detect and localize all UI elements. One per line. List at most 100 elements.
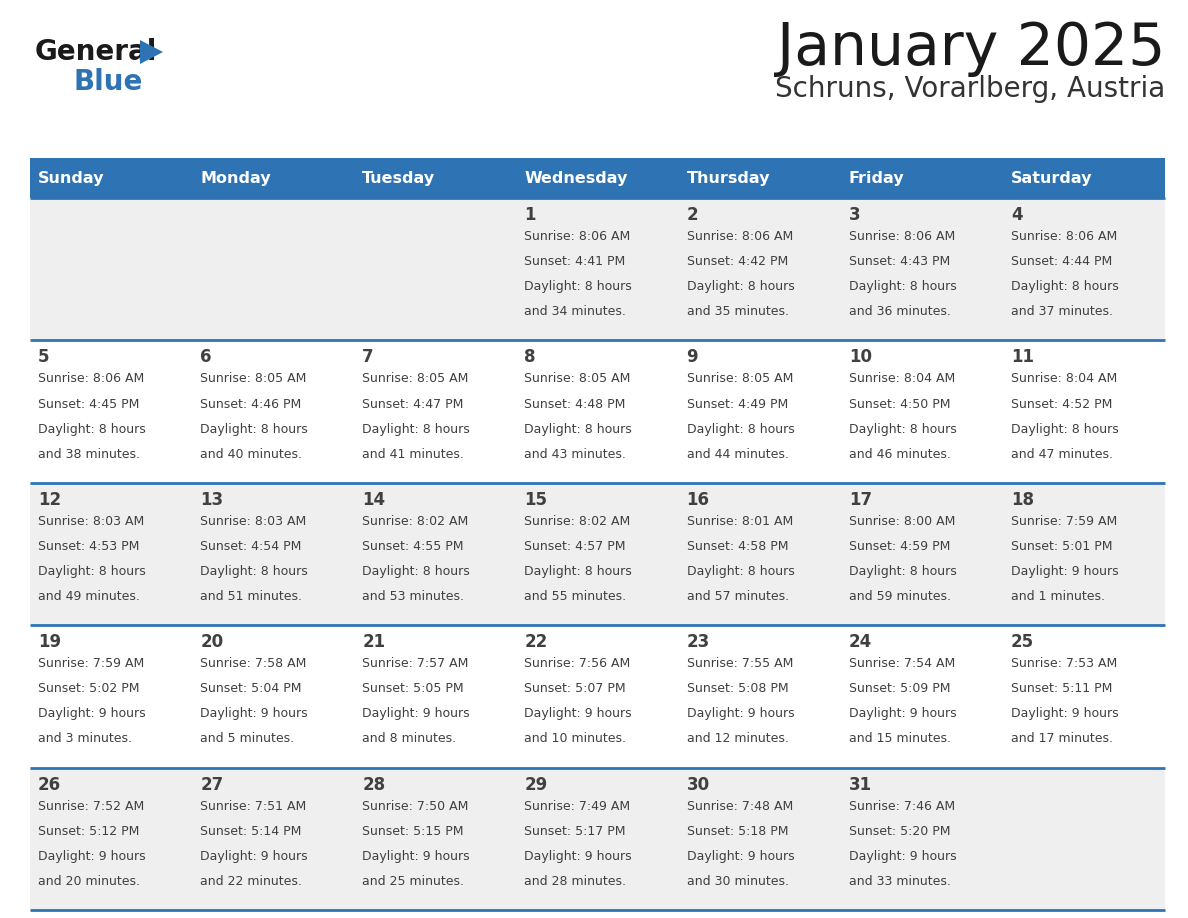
Text: and 46 minutes.: and 46 minutes. [848,448,950,461]
Text: Sunrise: 8:06 AM: Sunrise: 8:06 AM [687,230,792,243]
Text: and 35 minutes.: and 35 minutes. [687,306,789,319]
Text: and 30 minutes.: and 30 minutes. [687,875,789,888]
Text: Monday: Monday [200,171,271,185]
Text: 5: 5 [38,349,50,366]
Text: Daylight: 8 hours: Daylight: 8 hours [1011,422,1119,436]
Text: 10: 10 [848,349,872,366]
Text: Sunrise: 7:50 AM: Sunrise: 7:50 AM [362,800,468,812]
Bar [30,483,192,625]
Bar [517,767,678,910]
Text: 21: 21 [362,633,385,651]
Text: Sunrise: 7:58 AM: Sunrise: 7:58 AM [200,657,307,670]
Bar [354,625,517,767]
Text: Daylight: 8 hours: Daylight: 8 hours [362,565,470,578]
Text: Sunset: 4:42 PM: Sunset: 4:42 PM [687,255,788,268]
Text: and 33 minutes.: and 33 minutes. [848,875,950,888]
Bar [30,158,192,198]
Text: Sunset: 5:01 PM: Sunset: 5:01 PM [1011,540,1112,553]
Text: Sunset: 4:52 PM: Sunset: 4:52 PM [1011,397,1112,410]
Text: Thursday: Thursday [687,171,770,185]
Bar [1003,158,1165,198]
Bar [30,341,192,483]
Bar [192,158,354,198]
Text: Sunrise: 8:05 AM: Sunrise: 8:05 AM [200,373,307,386]
Text: 30: 30 [687,776,709,793]
Text: Sunrise: 7:59 AM: Sunrise: 7:59 AM [38,657,144,670]
Bar [678,483,841,625]
Bar [192,483,354,625]
Bar [678,625,841,767]
Text: Daylight: 9 hours: Daylight: 9 hours [200,708,308,721]
Bar [1003,625,1165,767]
Text: Schruns, Vorarlberg, Austria: Schruns, Vorarlberg, Austria [775,75,1165,103]
Text: Daylight: 9 hours: Daylight: 9 hours [848,850,956,863]
Text: General: General [34,38,157,66]
Text: and 55 minutes.: and 55 minutes. [524,590,626,603]
Text: and 57 minutes.: and 57 minutes. [687,590,789,603]
Bar [517,483,678,625]
Text: Sunrise: 8:04 AM: Sunrise: 8:04 AM [848,373,955,386]
Text: Daylight: 8 hours: Daylight: 8 hours [848,422,956,436]
Text: Tuesday: Tuesday [362,171,436,185]
Text: Sunset: 4:49 PM: Sunset: 4:49 PM [687,397,788,410]
Text: Blue: Blue [72,68,143,96]
Bar [841,767,1003,910]
Text: 22: 22 [524,633,548,651]
Text: Daylight: 9 hours: Daylight: 9 hours [687,708,795,721]
Text: Sunset: 5:07 PM: Sunset: 5:07 PM [524,682,626,695]
Text: and 34 minutes.: and 34 minutes. [524,306,626,319]
Text: Daylight: 8 hours: Daylight: 8 hours [524,422,632,436]
Bar [30,767,192,910]
Text: Daylight: 8 hours: Daylight: 8 hours [848,565,956,578]
Text: and 1 minutes.: and 1 minutes. [1011,590,1105,603]
Text: Daylight: 9 hours: Daylight: 9 hours [848,708,956,721]
Text: Sunrise: 7:54 AM: Sunrise: 7:54 AM [848,657,955,670]
Text: Sunset: 4:48 PM: Sunset: 4:48 PM [524,397,626,410]
Text: Sunrise: 7:52 AM: Sunrise: 7:52 AM [38,800,144,812]
Text: and 51 minutes.: and 51 minutes. [200,590,302,603]
Text: and 8 minutes.: and 8 minutes. [362,733,456,745]
Text: Sunset: 5:20 PM: Sunset: 5:20 PM [848,824,950,838]
Text: 25: 25 [1011,633,1034,651]
Text: Friday: Friday [848,171,904,185]
Bar [1003,767,1165,910]
Text: Sunrise: 8:05 AM: Sunrise: 8:05 AM [362,373,468,386]
Text: Sunrise: 8:02 AM: Sunrise: 8:02 AM [524,515,631,528]
Text: Sunset: 5:12 PM: Sunset: 5:12 PM [38,824,139,838]
Bar [192,341,354,483]
Text: Daylight: 8 hours: Daylight: 8 hours [687,280,795,293]
Text: Daylight: 8 hours: Daylight: 8 hours [848,280,956,293]
Text: Sunset: 4:58 PM: Sunset: 4:58 PM [687,540,788,553]
Text: 15: 15 [524,491,548,509]
Text: Sunset: 4:59 PM: Sunset: 4:59 PM [848,540,950,553]
Bar [354,767,517,910]
Text: 8: 8 [524,349,536,366]
Text: Sunset: 4:47 PM: Sunset: 4:47 PM [362,397,463,410]
Bar [678,341,841,483]
Text: 18: 18 [1011,491,1034,509]
Text: Sunset: 5:02 PM: Sunset: 5:02 PM [38,682,139,695]
Text: Sunset: 4:57 PM: Sunset: 4:57 PM [524,540,626,553]
Text: and 59 minutes.: and 59 minutes. [848,590,950,603]
Text: Sunset: 5:09 PM: Sunset: 5:09 PM [848,682,950,695]
Text: Sunset: 4:53 PM: Sunset: 4:53 PM [38,540,139,553]
Text: Daylight: 9 hours: Daylight: 9 hours [200,850,308,863]
Text: and 53 minutes.: and 53 minutes. [362,590,465,603]
Text: Daylight: 8 hours: Daylight: 8 hours [38,565,146,578]
Text: Sunrise: 7:51 AM: Sunrise: 7:51 AM [200,800,307,812]
Text: 1: 1 [524,206,536,224]
Polygon shape [140,40,163,64]
Bar [678,158,841,198]
Text: Daylight: 9 hours: Daylight: 9 hours [362,708,470,721]
Text: Sunrise: 8:06 AM: Sunrise: 8:06 AM [848,230,955,243]
Text: Daylight: 8 hours: Daylight: 8 hours [362,422,470,436]
Text: Sunrise: 8:01 AM: Sunrise: 8:01 AM [687,515,792,528]
Text: Sunrise: 8:06 AM: Sunrise: 8:06 AM [1011,230,1117,243]
Text: Sunset: 4:41 PM: Sunset: 4:41 PM [524,255,626,268]
Text: 14: 14 [362,491,385,509]
Text: and 3 minutes.: and 3 minutes. [38,733,132,745]
Bar [841,158,1003,198]
Text: Sunset: 5:04 PM: Sunset: 5:04 PM [200,682,302,695]
Text: and 44 minutes.: and 44 minutes. [687,448,789,461]
Text: Sunrise: 7:55 AM: Sunrise: 7:55 AM [687,657,792,670]
